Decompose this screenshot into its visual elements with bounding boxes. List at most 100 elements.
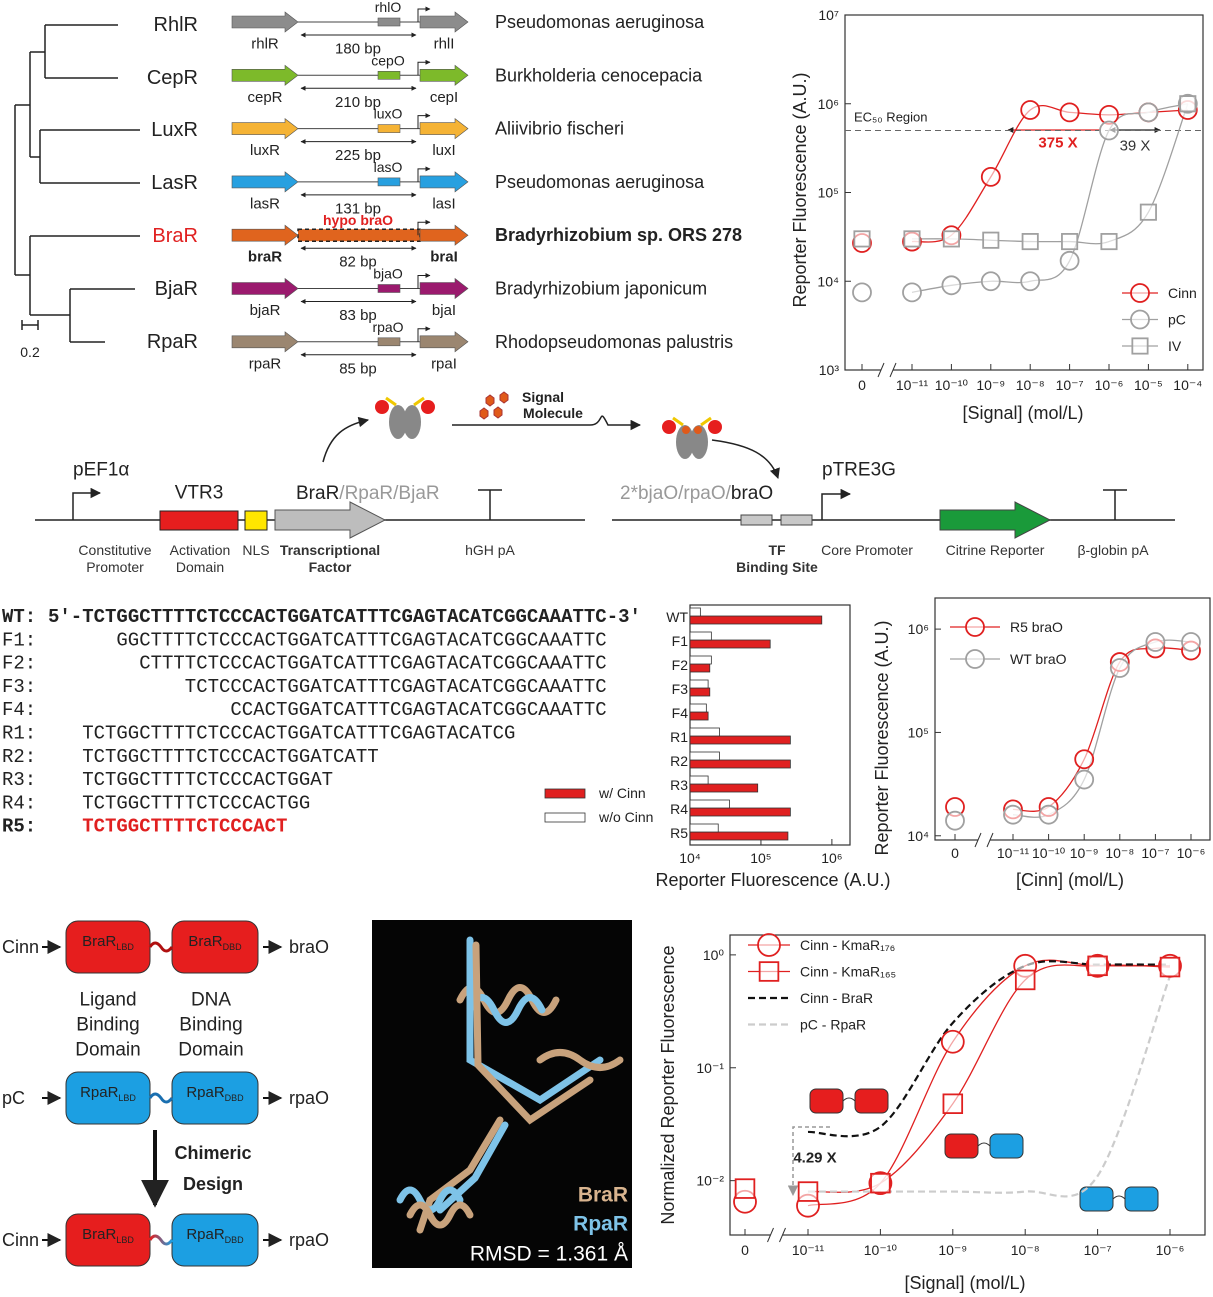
gene-label: braR [248, 249, 282, 266]
legend-swatch [544, 812, 586, 823]
y-tick-label: F3 [672, 681, 689, 697]
rect-shape [854, 1088, 889, 1114]
ellipse-shape [690, 425, 708, 459]
caption: Domain [176, 559, 224, 575]
gene-label: luxR [250, 142, 280, 159]
bar [689, 727, 720, 737]
x-tick-label: 10⁻⁸ [1105, 845, 1134, 861]
y-tick-label: 10⁵ [908, 724, 929, 740]
ellipse-shape [676, 425, 694, 459]
y-tick-label: R4 [670, 801, 688, 817]
seq-name: R4: [2, 792, 36, 814]
x-tick-label: 10⁶ [821, 850, 842, 866]
sequence: GGCTTTTCTCCCACTGGATCATTTCGAGTACATCGGCAAA… [116, 629, 606, 651]
domain-name: BraR [82, 933, 116, 950]
gene-label: luxI [432, 142, 455, 159]
gene-arrow [419, 117, 469, 140]
bp-label: 82 bp [339, 254, 377, 271]
marker [1130, 283, 1150, 303]
marker [1130, 309, 1150, 330]
axis-break [974, 832, 994, 848]
fold-arrow [787, 1126, 830, 1197]
axis-break [877, 362, 897, 378]
gene-arrow [419, 277, 469, 300]
y-tick-label: 10³ [819, 362, 840, 378]
linker [148, 1092, 174, 1104]
plot-frame [689, 604, 851, 846]
domain-icons [809, 1088, 1159, 1212]
gene-label: rpaR [249, 355, 282, 372]
label: pEF1α [73, 460, 129, 481]
gene-arrow [231, 277, 299, 300]
label: /RpaR/BjaR [339, 483, 439, 504]
caption: Signal [522, 389, 564, 405]
domain-sub: DBD [225, 1093, 245, 1103]
domain-sub: LBD [116, 942, 134, 952]
path-shape [385, 396, 425, 407]
caption: Molecule [523, 405, 583, 421]
caption: β-globin pA [1077, 542, 1149, 558]
operator-label: rhlO [375, 0, 402, 15]
marker [1181, 632, 1201, 652]
organism: Pseudomonas aeruginosa [495, 12, 705, 32]
organism: Burkholderia cenocepacia [495, 65, 703, 85]
marker [1038, 804, 1059, 825]
bar [689, 799, 730, 809]
bar [689, 631, 712, 641]
organism: Bradyrhizobium japonicum [495, 279, 707, 299]
x-tick-label: 0 [741, 1242, 749, 1258]
path-shape [416, 1116, 504, 1234]
legend-label: pC - RpaR [800, 1017, 866, 1033]
operator [297, 228, 421, 242]
citrine-arrow [939, 501, 1052, 539]
rect-shape [989, 1133, 1024, 1159]
path-shape [466, 936, 604, 1105]
x-tick-label: 10⁻⁵ [1134, 377, 1163, 393]
x-tick-label: 10⁻⁷ [1084, 1242, 1112, 1258]
marker [1020, 271, 1041, 292]
path-shape [1112, 1195, 1126, 1200]
x-tick-label: 10⁻⁹ [938, 1242, 967, 1258]
x-tick-label: 10⁻¹⁰ [1032, 845, 1066, 861]
rect-shape [944, 1133, 979, 1159]
caption: Transcriptional [280, 542, 380, 558]
seq-name: R5: [2, 816, 36, 838]
marker [1100, 233, 1118, 251]
caption: TF [768, 542, 786, 558]
operator-label: bjaO [373, 266, 403, 282]
bar [689, 687, 711, 697]
bp-label: 83 bp [339, 307, 377, 324]
scale-label: 0.2 [20, 344, 40, 360]
gene-arrow [419, 11, 469, 33]
path-shape [977, 1142, 991, 1147]
input: pC [2, 1088, 25, 1108]
y-tick-label: 10⁻² [696, 1173, 724, 1189]
x-tick-label: 10⁻⁹ [1070, 845, 1099, 861]
input: Cinn [2, 1230, 39, 1250]
organism: Bradyrhizobium sp. ORS 278 [495, 225, 742, 245]
binding-site [780, 514, 813, 526]
x-tick-label: 10⁻⁹ [976, 377, 1005, 393]
path-shape [472, 941, 594, 1125]
seq-name: R1: [2, 723, 36, 745]
ellipse-shape [389, 405, 407, 439]
label: VTR3 [175, 483, 224, 504]
marker [1131, 337, 1149, 355]
domain-sub: LBD [118, 1093, 136, 1103]
bar [689, 775, 709, 785]
label: BraR [296, 483, 339, 504]
path-shape [711, 439, 780, 479]
fit-line [911, 103, 1188, 293]
bar [689, 607, 701, 617]
gene-label: rpaI [431, 355, 457, 372]
signal-molecules [479, 391, 509, 420]
caption: Citrine Reporter [946, 542, 1045, 558]
vtr3-block [159, 510, 239, 531]
promoter [417, 273, 431, 289]
tf-arrow [274, 501, 387, 539]
gene-arrow [231, 117, 299, 140]
gene-arrow [231, 64, 299, 86]
operator [377, 17, 401, 27]
caption: NLS [242, 542, 269, 558]
polygon-shape [493, 406, 503, 419]
